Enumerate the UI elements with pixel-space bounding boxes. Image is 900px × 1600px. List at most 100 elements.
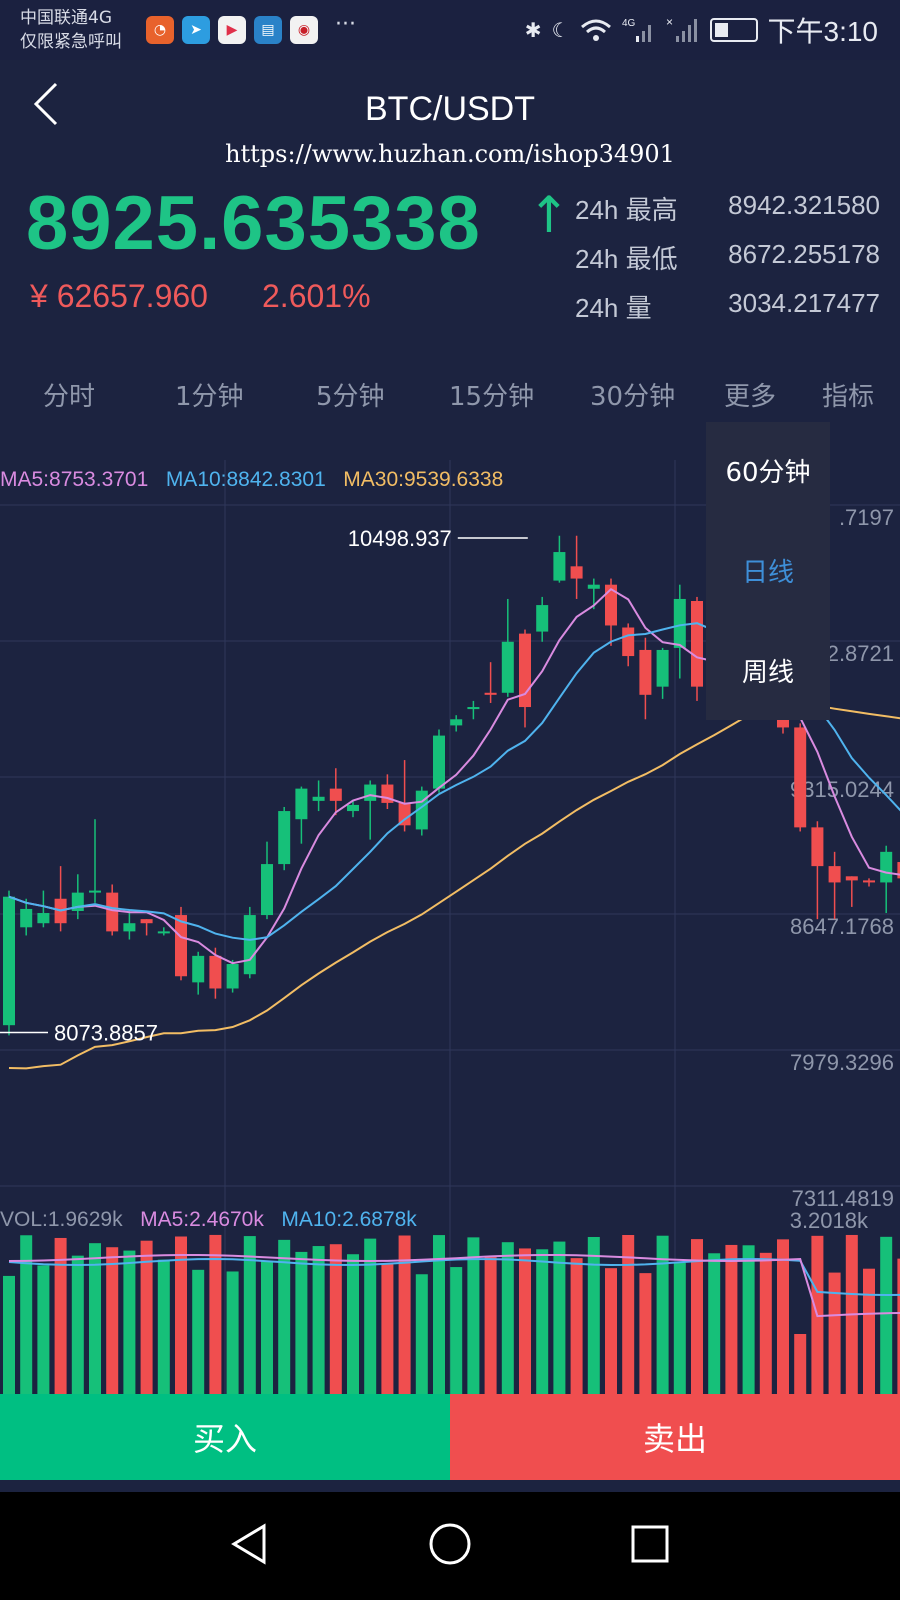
candle-body [37, 913, 50, 924]
menu-item-60min[interactable]: 60分钟 [725, 458, 811, 488]
volume-bar [794, 1334, 807, 1394]
ma-legend: MA5:8753.3701 MA10:8842.8301 MA30:9539.6… [0, 468, 503, 492]
more-dropdown-menu: 60分钟 日线 周线 [706, 422, 830, 720]
menu-item-weekly[interactable]: 周线 [741, 658, 794, 688]
buy-button[interactable]: 买入 [0, 1394, 450, 1480]
candle-body [175, 915, 187, 977]
volume-bar [140, 1240, 153, 1394]
nav-home-button[interactable] [420, 1514, 480, 1574]
candle-body [243, 915, 256, 975]
candle-body [656, 649, 669, 687]
volume-bar [415, 1274, 428, 1394]
nav-recent-button[interactable] [620, 1514, 680, 1574]
volume-bar [364, 1238, 377, 1394]
candle-body [501, 641, 514, 693]
candle-body [261, 864, 273, 916]
tab-time-sharing[interactable]: 分时 [43, 382, 96, 412]
stat-volume: 24h 量 3034.217477 [575, 288, 880, 337]
stat-value: 8942.321580 [728, 190, 880, 220]
change-percent: 2.601% [262, 278, 371, 314]
status-bar: 中国联通4G 仅限紧急呼叫 ◔ ➤ ▶ ▤ ◉ ··· ✱ ☾ 4G × [0, 0, 900, 60]
volume-bar [157, 1259, 170, 1394]
candlestick-chart[interactable]: .7197 2.8721 9315.0244 8647.1768 7979.3296 73… [0, 460, 900, 1394]
volume-bar [278, 1239, 291, 1394]
tab-1min[interactable]: 1分钟 [175, 382, 244, 412]
candle-body [587, 584, 600, 589]
volume-bar [570, 1258, 583, 1394]
svg-text:4G: 4G [622, 18, 636, 29]
volume-bar [106, 1247, 119, 1394]
candle-body [450, 719, 463, 726]
candle-body [897, 862, 900, 879]
candle-body [880, 851, 893, 883]
volume-bar [708, 1253, 721, 1394]
bluetooth-icon: ✱ [524, 18, 542, 42]
menu-item-daily[interactable]: 日线 [741, 558, 794, 588]
candle-body [811, 827, 824, 867]
volume-bar [691, 1239, 703, 1394]
volume-legend: VOL:1.9629k MA5:2.4670k MA10:2.6878k [0, 1208, 417, 1232]
period-tabs: 分时 1分钟 5分钟 15分钟 30分钟 更多 指标 [0, 376, 900, 426]
bank-icon: ◉ [290, 16, 318, 44]
watermark-url: https://www.huzhan.com/ishop34901 [225, 140, 675, 168]
candle-body [605, 584, 617, 626]
status-time: 下午3:10 [767, 16, 879, 47]
volume-bar [484, 1257, 497, 1394]
volume-bar [37, 1265, 50, 1394]
volume-bar [54, 1237, 67, 1394]
volume-bar [20, 1235, 33, 1394]
candle-body [192, 955, 205, 983]
volume-bar [433, 1235, 445, 1394]
stat-high: 24h 最高 8942.321580 [575, 190, 880, 239]
volume-bar [398, 1235, 411, 1394]
volume-bar [192, 1269, 205, 1394]
volume-bar [828, 1272, 841, 1394]
buy-label: 买入 [192, 1420, 257, 1458]
system-nav-bar [0, 1492, 900, 1600]
tab-5min[interactable]: 5分钟 [316, 382, 385, 412]
high-price-label: 10498.937 [348, 526, 452, 551]
sell-button[interactable]: 卖出 [450, 1394, 900, 1480]
low-price-label: 8073.8857 [54, 1021, 158, 1046]
volume-bar [123, 1250, 136, 1394]
candle-body [20, 908, 33, 928]
tab-15min[interactable]: 15分钟 [449, 382, 535, 412]
volume-bar [261, 1261, 273, 1394]
candle-body [639, 649, 652, 695]
volume-bar [295, 1251, 308, 1394]
moon-icon: ☾ [551, 18, 570, 42]
circle-home-icon [429, 1523, 471, 1565]
candle-body [828, 866, 841, 883]
candle-body [295, 788, 308, 820]
candle-body [536, 605, 549, 632]
tab-indicators[interactable]: 指标 [822, 382, 875, 412]
volume-bar [71, 1255, 84, 1394]
page-title: BTC/USDT [365, 90, 535, 128]
candle-body [329, 788, 342, 801]
nav-back-button[interactable] [220, 1514, 280, 1574]
candle-body [226, 964, 239, 989]
back-button[interactable] [30, 80, 60, 138]
volume-bar [226, 1271, 239, 1394]
stat-label: 24h 量 [575, 293, 652, 323]
last-price: 8925.635338 [26, 181, 481, 266]
carrier-info: 中国联通4G 仅限紧急呼叫 [20, 6, 122, 54]
youku-icon: ▶ [218, 16, 246, 44]
tab-30min[interactable]: 30分钟 [590, 382, 676, 412]
volume-bar [312, 1246, 325, 1394]
volume-bar [639, 1273, 652, 1394]
more-notifications-icon: ··· [335, 12, 356, 37]
candle-body [794, 727, 807, 828]
volume-bar [3, 1275, 15, 1394]
ma30-value: MA30:9539.6338 [343, 468, 504, 491]
volume-bar [622, 1234, 635, 1394]
ma10-value: MA10:8842.8301 [165, 468, 326, 491]
volume-bar [656, 1235, 669, 1394]
volume-bar [381, 1263, 394, 1394]
y-axis-label: .7197 [839, 505, 894, 530]
candle-body [433, 735, 445, 789]
tab-more[interactable]: 更多 [724, 382, 777, 412]
volume-bar [450, 1267, 463, 1394]
volume-bar [209, 1234, 222, 1394]
vol-value: VOL:1.9629k [0, 1208, 123, 1231]
